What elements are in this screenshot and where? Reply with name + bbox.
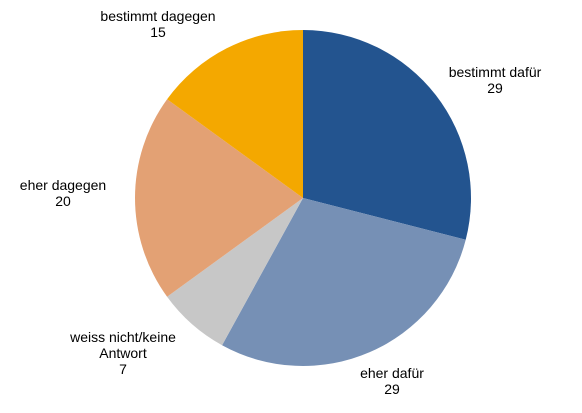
pie-category-label: Antwort — [99, 345, 147, 361]
pie-value-label: 29 — [384, 381, 400, 397]
pie-slice-weiss-nicht-keine-antwort — [167, 198, 303, 346]
pie-label-eher-dagegen: eher dagegen 20 — [20, 177, 106, 209]
pie-value-label: 15 — [150, 24, 166, 40]
pie-value-label: 7 — [119, 361, 127, 377]
pie-label-bestimmt-dagegen: bestimmt dagegen 15 — [100, 8, 215, 40]
pie-label-weiss-nicht-keine-antwort: weiss nicht/keine Antwort 7 — [69, 329, 176, 377]
pie-label-bestimmt-daf-r: bestimmt dafür 29 — [449, 64, 542, 96]
pie-slice-bestimmt-dagegen — [167, 30, 303, 198]
pie-category-label: eher dafür — [360, 365, 424, 381]
pie-category-label: bestimmt dafür — [449, 64, 542, 80]
pie-slice-eher-dagegen — [135, 99, 303, 297]
pie-value-label: 29 — [487, 80, 503, 96]
pie-category-label: weiss nicht/keine — [69, 329, 176, 345]
pie-slice-eher-daf-r — [222, 198, 466, 366]
pie-category-label: eher dagegen — [20, 177, 106, 193]
pie-category-label: bestimmt dagegen — [100, 8, 215, 24]
pie-label-eher-daf-r: eher dafür 29 — [360, 365, 424, 397]
pie-value-label: 20 — [55, 193, 71, 209]
pie-slice-bestimmt-daf-r — [303, 30, 471, 240]
pie-slices — [135, 30, 471, 366]
